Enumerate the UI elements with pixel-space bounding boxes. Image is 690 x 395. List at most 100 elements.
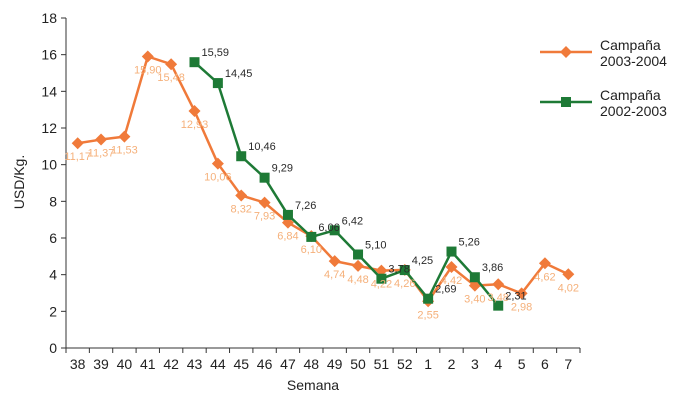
data-label: 3,78 (388, 264, 409, 276)
y-tick-label: 6 (49, 230, 57, 246)
x-tick-label: 47 (280, 356, 296, 372)
data-label: 4,74 (324, 269, 345, 281)
data-label: 4,22 (371, 279, 392, 291)
data-label: 2,31 (505, 291, 526, 303)
data-label: 4,42 (441, 275, 462, 287)
legend-label-line: Campaña (600, 37, 661, 53)
data-label: 8,32 (231, 203, 252, 215)
data-label: 3,86 (482, 262, 503, 274)
data-point (352, 259, 365, 272)
y-axis-title: USD/Kg. (11, 155, 27, 209)
data-label: 6,84 (277, 231, 298, 243)
y-tick-label: 18 (41, 10, 57, 26)
x-tick-label: 49 (327, 356, 343, 372)
data-point (375, 264, 388, 277)
data-point (353, 249, 364, 260)
data-point (493, 300, 504, 311)
y-tick-label: 14 (41, 83, 57, 99)
data-label: 6,06 (318, 222, 339, 234)
x-tick-label: 4 (494, 356, 502, 372)
legend-label-line: Campaña (600, 87, 661, 103)
data-label: 6,42 (342, 215, 363, 227)
data-point (258, 196, 271, 209)
y-tick-label: 12 (41, 120, 57, 136)
data-label: 15,48 (157, 72, 185, 84)
data-point (328, 255, 341, 268)
data-label: 14,45 (225, 68, 253, 80)
data-label: 3,40 (464, 294, 485, 306)
data-label: 4,25 (412, 255, 433, 267)
data-label: 9,29 (272, 163, 293, 175)
y-tick-label: 4 (49, 267, 57, 283)
y-tick-labels: 0 2 4 6 8 10 12 14 16 18 (41, 10, 57, 356)
data-label: 2,69 (435, 284, 456, 296)
legend-marker (560, 46, 572, 58)
x-tick-label: 51 (374, 356, 390, 372)
data-point (282, 209, 293, 220)
data-point (212, 78, 223, 89)
data-point (538, 257, 551, 270)
legend-label: Campaña 2002-2003 (600, 87, 667, 119)
data-label: 4,02 (558, 282, 579, 294)
y-tick-label: 10 (41, 157, 57, 173)
y-tick-label: 16 (41, 47, 57, 63)
x-tick-label: 41 (140, 356, 156, 372)
legend-label-line: 2003-2004 (600, 53, 667, 69)
data-point (165, 58, 178, 71)
data-point (188, 104, 201, 117)
data-point (189, 57, 200, 68)
chart-axes (61, 17, 581, 353)
data-point (211, 157, 224, 170)
x-tick-label: 44 (210, 356, 226, 372)
data-label: 15,90 (134, 65, 162, 77)
series-line (77, 55, 569, 303)
x-tick-label: 2 (448, 356, 456, 372)
x-tick-label: 40 (117, 356, 133, 372)
data-label: 12,93 (181, 119, 209, 131)
data-label: 10,06 (204, 172, 232, 184)
y-tick-label: 8 (49, 193, 57, 209)
x-tick-label: 39 (93, 356, 109, 372)
data-point (95, 133, 108, 146)
x-tick-label: 50 (350, 356, 366, 372)
x-tick-label: 43 (187, 356, 203, 372)
x-tick-label: 3 (471, 356, 479, 372)
x-tick-label: 5 (518, 356, 526, 372)
data-label: 2,98 (511, 301, 532, 313)
data-point (492, 278, 505, 291)
x-tick-label: 46 (257, 356, 273, 372)
series-1 (189, 57, 504, 311)
x-tick-label: 48 (304, 356, 320, 372)
data-label: 11,53 (111, 145, 138, 157)
data-label: 11,37 (88, 148, 115, 160)
legend-item-1: Campaña 2002-2003 (540, 87, 667, 119)
data-point (562, 268, 575, 281)
data-label: 2,55 (417, 309, 438, 321)
x-tick-labels: 38 39 40 41 42 43 44 45 46 47 48 49 50 51 52 1 2 3 4 5 6 7 (70, 356, 573, 372)
legend-item-0: Campaña 2003-2004 (540, 37, 667, 69)
data-label: 4,48 (347, 274, 368, 286)
data-point (118, 130, 131, 143)
data-point (445, 260, 458, 273)
x-axis-title: Semana (287, 377, 339, 393)
data-label: 11,17 (64, 151, 91, 163)
data-point (515, 287, 528, 300)
data-label: 5,10 (365, 240, 386, 252)
data-label: 4,62 (534, 271, 555, 283)
data-point (469, 272, 480, 283)
data-label: 6,10 (301, 244, 322, 256)
x-tick-label: 52 (397, 356, 413, 372)
x-tick-label: 42 (163, 356, 179, 372)
data-label: 5,26 (459, 237, 480, 249)
data-point (236, 151, 247, 162)
x-tick-label: 1 (424, 356, 432, 372)
x-tick-label: 6 (541, 356, 549, 372)
data-label: 7,26 (295, 200, 316, 212)
legend-marker (561, 97, 571, 107)
x-tick-label: 38 (70, 356, 86, 372)
data-point (329, 225, 340, 236)
x-tick-label: 45 (233, 356, 249, 372)
